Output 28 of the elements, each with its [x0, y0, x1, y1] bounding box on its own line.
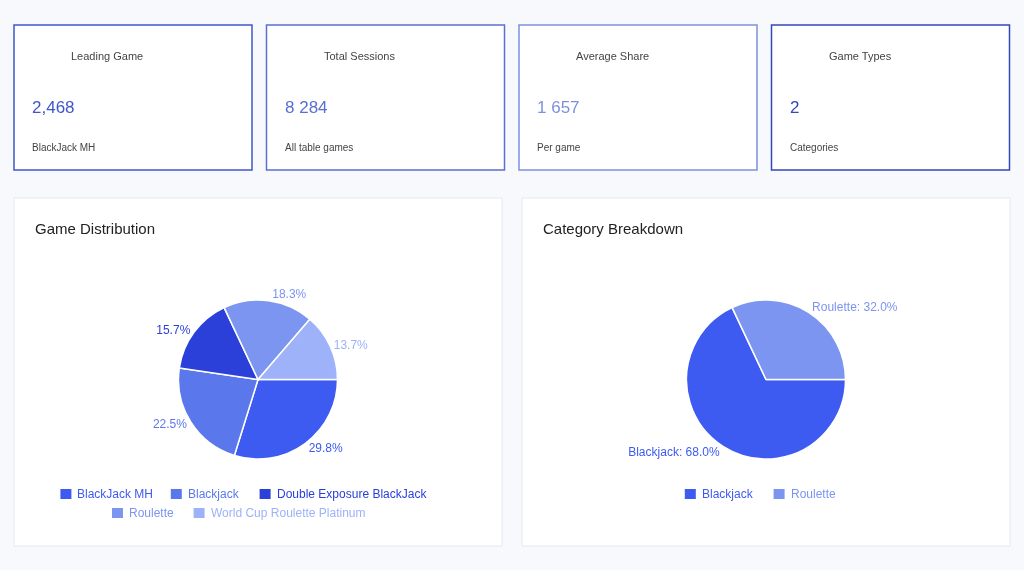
- data-label: Roulette: 32.0%: [812, 300, 898, 315]
- text: Game Types: [829, 50, 892, 62]
- data-label: 29.8%: [308, 441, 343, 456]
- data-label: Blackjack: 68.0%: [628, 444, 720, 459]
- text: Average Share: [576, 50, 650, 62]
- text: Categories: [790, 142, 839, 153]
- legend-label: Roulette: [129, 506, 175, 520]
- text: Leading Game: [71, 50, 144, 62]
- legend-label: BlackJack MH: [77, 487, 154, 501]
- text: Per game: [537, 142, 581, 153]
- text: 2,468: [32, 98, 75, 117]
- data-label: 13.7%: [333, 338, 369, 353]
- text: Total Sessions: [324, 50, 396, 62]
- chart-title: Category Breakdown: [543, 220, 684, 237]
- chart-title: Game Distribution: [35, 220, 156, 237]
- data-label: 18.3%: [272, 286, 307, 301]
- text: 8 284: [285, 98, 328, 117]
- data-label: 15.7%: [156, 322, 191, 337]
- text: BlackJack MH: [32, 142, 96, 153]
- legend-label: Blackjack: [702, 487, 754, 501]
- text: 1 657: [537, 98, 580, 117]
- legend-label: Double Exposure BlackJack: [277, 487, 428, 501]
- legend-label: Blackjack: [188, 487, 240, 501]
- data-label: 22.5%: [152, 416, 188, 431]
- legend-label: World Cup Roulette Platinum: [211, 506, 366, 520]
- text: All table games: [285, 142, 354, 153]
- legend-label: Roulette: [791, 487, 837, 501]
- text: 2: [790, 98, 800, 117]
